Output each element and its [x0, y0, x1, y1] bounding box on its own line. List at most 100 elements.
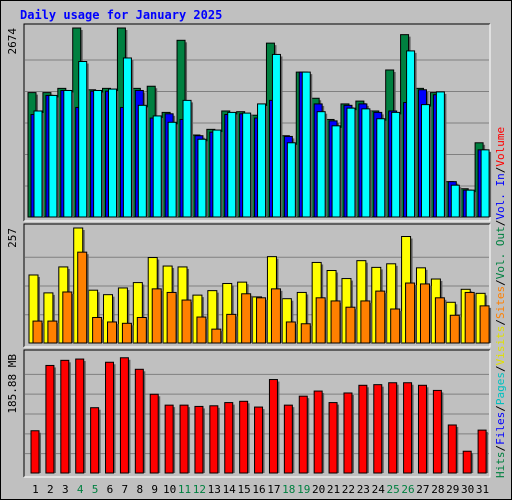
bar-sites-day-17: [270, 288, 281, 344]
x-tick-day-26: 26: [401, 483, 414, 496]
chart-title: Daily usage for January 2025: [20, 8, 223, 22]
panel-border-light: [24, 224, 491, 348]
x-tick-day-5: 5: [92, 483, 99, 496]
x-tick-day-18: 18: [282, 483, 295, 496]
bar-volume-day-29: [447, 424, 457, 474]
panel-border-dark: [23, 23, 490, 221]
bar-volume-day-11: [179, 404, 189, 474]
bar-volume-day-17: [268, 379, 278, 474]
bar-sites-day-3: [62, 291, 73, 344]
bar-volume-day-25: [388, 382, 398, 474]
bar-volume-day-21: [328, 402, 338, 474]
x-tick-day-25: 25: [387, 483, 400, 496]
bar-volume-day-28: [432, 389, 442, 474]
bar-pages-day-1: [33, 110, 43, 218]
legend-item: /: [494, 167, 507, 174]
bar-pages-day-18: [286, 142, 296, 218]
bar-sites-day-25: [390, 308, 401, 344]
bar-sites-day-21: [330, 300, 341, 344]
bar-volume-day-22: [343, 392, 353, 474]
bar-pages-day-31: [480, 149, 490, 218]
bar-sites-day-1: [32, 320, 43, 344]
bar-volume-day-7: [119, 357, 129, 474]
bar-volume-day-18: [283, 404, 293, 474]
x-tick-day-14: 14: [223, 483, 237, 496]
legend-item: /: [494, 220, 507, 227]
bar-pages-day-15: [242, 112, 252, 218]
bar-sites-day-29: [449, 314, 460, 344]
bar-pages-day-27: [420, 104, 430, 218]
bar-sites-day-8: [136, 316, 147, 344]
legend-right: Hits/Files/Pages/Visits/Sites/Vol. Out/V…: [494, 127, 507, 478]
x-tick-day-11: 11: [178, 483, 191, 496]
bar-pages-day-6: [108, 88, 118, 218]
bar-volume-day-13: [209, 405, 219, 474]
axis-max-label: 257: [6, 228, 19, 248]
bar-pages-day-17: [271, 53, 281, 218]
x-tick-day-19: 19: [297, 483, 310, 496]
bar-pages-day-9: [152, 115, 162, 218]
x-tick-day-29: 29: [446, 483, 459, 496]
bar-pages-day-22: [346, 107, 356, 218]
axis-max-label: 185.88 MB: [6, 354, 19, 414]
bar-volume-day-4: [75, 358, 85, 474]
bar-volume-day-1: [30, 430, 40, 474]
x-tick-day-7: 7: [122, 483, 129, 496]
bar-volume-day-20: [313, 390, 323, 474]
bar-pages-day-24: [376, 118, 386, 218]
legend-item: /: [494, 445, 507, 452]
bar-sites-day-14: [226, 313, 237, 344]
bar-sites-day-27: [419, 283, 430, 344]
bar-sites-day-12: [196, 316, 207, 344]
x-tick-day-12: 12: [193, 483, 206, 496]
x-tick-day-16: 16: [252, 483, 265, 496]
x-tick-day-23: 23: [357, 483, 370, 496]
bar-pages-day-28: [435, 91, 445, 218]
x-tick-day-21: 21: [327, 483, 340, 496]
bar-volume-day-9: [149, 393, 159, 474]
bar-pages-day-2: [48, 94, 58, 218]
bar-volume-day-24: [373, 384, 383, 474]
x-tick-day-2: 2: [47, 483, 54, 496]
bar-volume-day-14: [224, 402, 234, 474]
bar-sites-day-4: [77, 251, 88, 344]
bar-sites-day-5: [92, 316, 103, 344]
legend-item: /: [494, 319, 507, 326]
x-tick-day-17: 17: [267, 483, 280, 496]
legend-item: /: [494, 405, 507, 412]
x-tick-day-30: 30: [461, 483, 474, 496]
bar-volume-day-27: [417, 384, 427, 474]
bar-volume-day-15: [239, 400, 249, 474]
bar-sites-day-23: [360, 300, 371, 344]
legend-item: /: [494, 365, 507, 372]
legend-item: /: [494, 279, 507, 286]
legend-item: Vol. Out: [494, 226, 507, 279]
bar-pages-day-10: [167, 121, 177, 218]
bar-sites-day-16: [256, 297, 267, 344]
legend-item: Pages: [494, 372, 507, 405]
bar-sites-day-7: [121, 322, 132, 344]
panel-border-light: [24, 24, 491, 222]
bar-pages-day-7: [122, 57, 132, 218]
bar-sites-day-19: [300, 323, 311, 344]
x-tick-day-1: 1: [32, 483, 39, 496]
x-tick-day-3: 3: [62, 483, 69, 496]
bar-volume-day-16: [254, 406, 264, 474]
legend-item: Vol. In: [494, 173, 507, 219]
legend-item: Sites: [494, 286, 507, 319]
axis-max-label: 2674: [6, 28, 19, 55]
bar-pages-day-14: [227, 111, 237, 218]
bar-pages-day-23: [361, 108, 371, 218]
x-tick-day-4: 4: [77, 483, 84, 496]
bar-sites-day-6: [107, 321, 118, 344]
x-tick-day-9: 9: [151, 483, 158, 496]
bar-volume-day-2: [45, 364, 55, 474]
bar-volume-day-5: [90, 407, 100, 474]
bar-volume-day-31: [477, 429, 487, 474]
bar-pages-day-29: [450, 184, 460, 218]
bar-sites-day-15: [241, 293, 252, 344]
bar-pages-day-19: [301, 71, 311, 218]
bar-pages-day-21: [331, 125, 341, 218]
bar-volume-day-19: [298, 395, 308, 474]
